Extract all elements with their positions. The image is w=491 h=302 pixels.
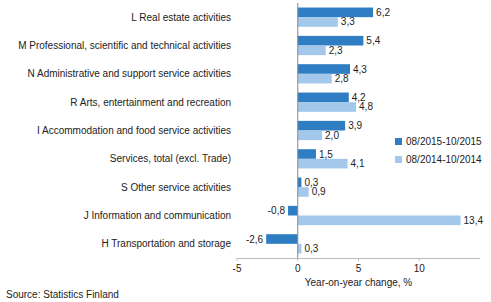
data-label: 6,2: [376, 7, 390, 18]
category-label: Services, total (excl. Trade): [110, 153, 231, 164]
legend-swatch: [395, 156, 402, 163]
data-label: 0,9: [312, 186, 326, 197]
bar: [298, 187, 309, 197]
data-label: -0,8: [268, 205, 286, 216]
tick-label: 10: [414, 263, 426, 274]
data-label: 0,3: [304, 243, 318, 254]
category-label: I Accommodation and food service activit…: [37, 125, 231, 136]
data-label: 2,8: [335, 73, 349, 84]
category-label: S Other service activities: [121, 182, 231, 193]
tick: [358, 258, 359, 261]
tick-label: 5: [356, 263, 362, 274]
category-label: M Professional, scientific and technical…: [18, 40, 231, 51]
bar: [298, 149, 316, 159]
chart-container: L Real estate activities M Professional, …: [0, 0, 491, 302]
tick: [237, 258, 238, 261]
legend: 08/2015-10/2015 08/2014-10/2014: [395, 136, 482, 165]
bar: [298, 131, 322, 141]
category-label: R Arts, entertainment and recreation: [70, 97, 231, 108]
source: Source: Statistics Finland: [6, 289, 119, 300]
data-label: 3,9: [348, 120, 362, 131]
category-label: N Administrative and support service act…: [28, 68, 231, 79]
data-labels: 6,25,44,34,23,91,50,3-0,8-2,63,32,32,84,…: [246, 7, 484, 254]
bars: [266, 8, 460, 254]
data-label: 13,4: [464, 215, 484, 226]
bar: [298, 74, 332, 84]
chart-svg: L Real estate activities M Professional, …: [0, 0, 491, 302]
tick-label: -5: [233, 263, 242, 274]
category-label: J Information and communication: [84, 210, 231, 221]
tick: [419, 258, 420, 261]
bar: [298, 17, 338, 27]
legend-label: 08/2014-10/2014: [406, 154, 482, 165]
bar: [298, 244, 302, 254]
data-label: 1,5: [319, 149, 333, 160]
bar: [298, 46, 326, 56]
category-label: H Transportation and storage: [101, 238, 231, 249]
data-label: 2,3: [329, 45, 343, 56]
bar: [298, 216, 461, 226]
bar: [288, 206, 298, 216]
data-label: -2,6: [246, 234, 264, 245]
bar: [298, 93, 349, 103]
legend-swatch: [395, 138, 402, 145]
legend-label: 08/2015-10/2015: [406, 136, 482, 147]
bar: [266, 234, 298, 244]
bar: [298, 8, 373, 18]
tick: [297, 258, 298, 261]
tick-label: 0: [295, 263, 301, 274]
data-label: 3,3: [341, 16, 355, 27]
category-label: L Real estate activities: [131, 12, 231, 23]
bar: [298, 178, 302, 188]
bar: [298, 159, 348, 169]
data-label: 4,8: [359, 101, 373, 112]
data-label: 5,4: [366, 35, 380, 46]
bar: [298, 102, 356, 112]
data-label: 2,0: [325, 130, 339, 141]
data-label: 4,1: [351, 158, 365, 169]
data-label: 4,3: [353, 64, 367, 75]
zero-line: [297, 3, 298, 258]
x-axis-title: Year-on-year change, %: [305, 277, 413, 288]
